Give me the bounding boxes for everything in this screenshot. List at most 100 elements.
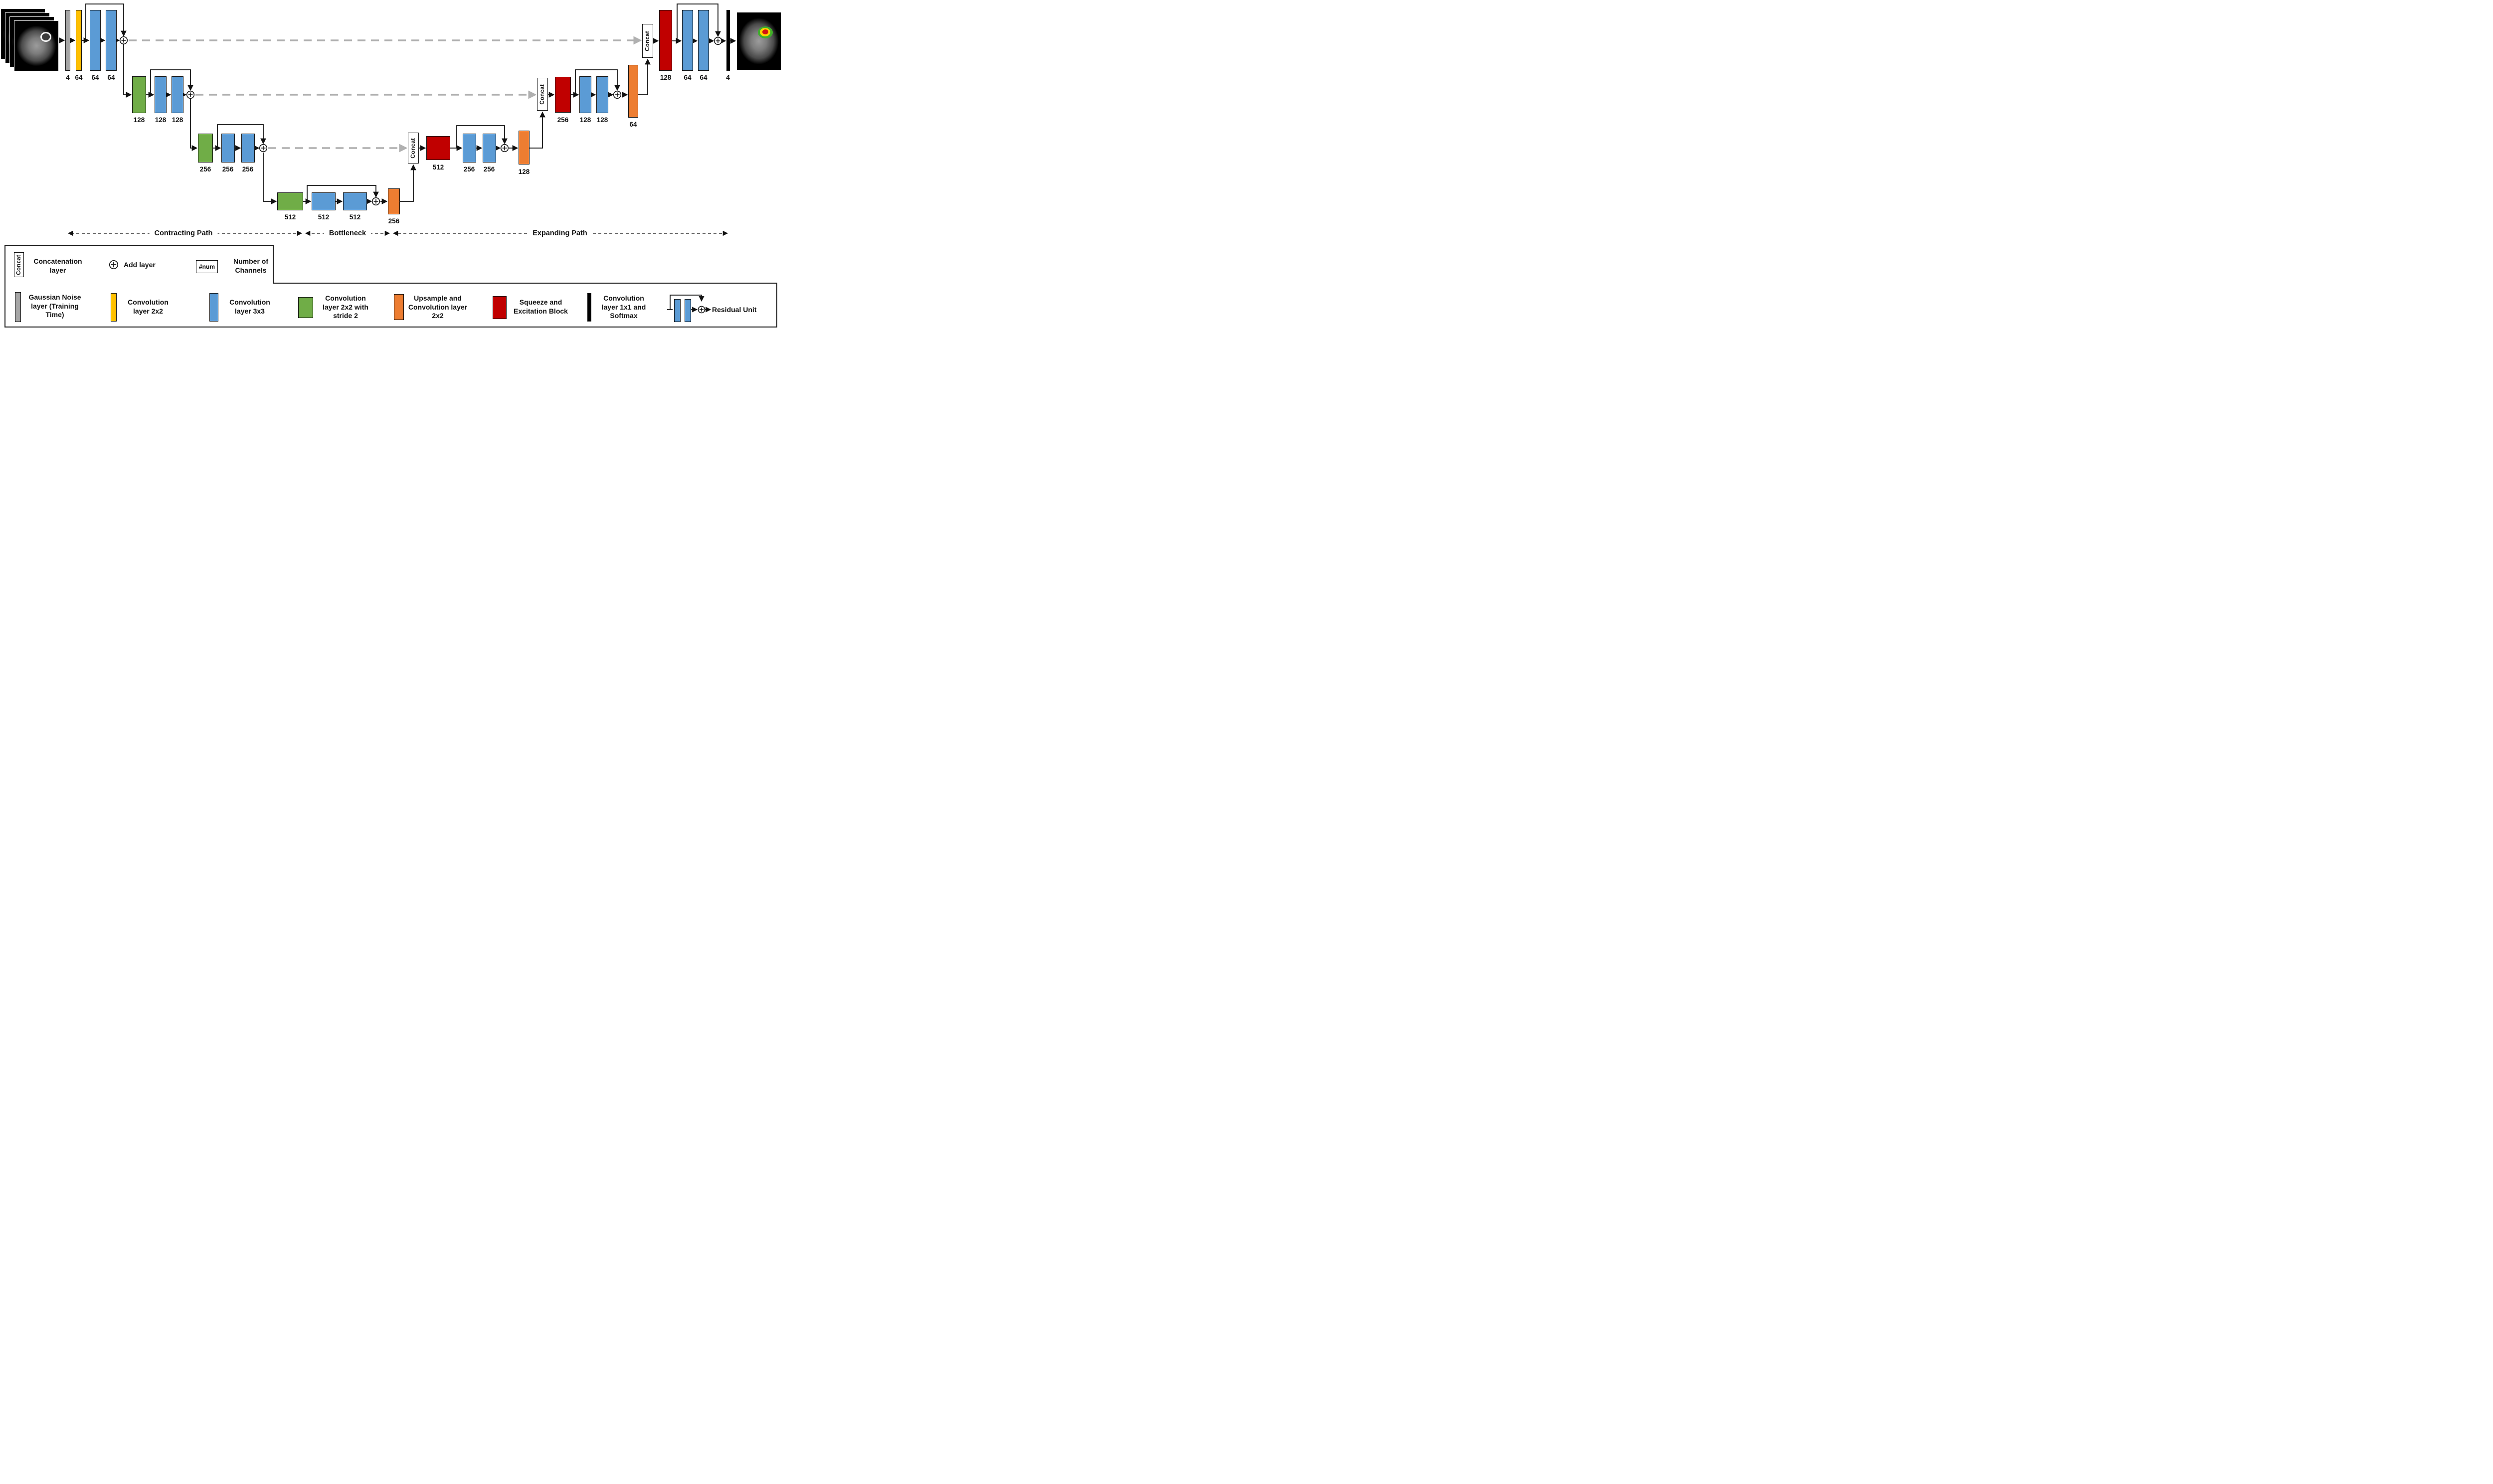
concat-label: Concat — [539, 84, 545, 105]
conv3x3-layer-e1b — [106, 10, 117, 71]
up-connector-2-1 — [638, 58, 651, 95]
channel-label: 128 — [596, 116, 608, 124]
legend-residual-wiring — [667, 295, 712, 313]
legend-stride2-label: Convolution layer 2x2 with stride 2 — [323, 294, 368, 320]
channel-label: 512 — [349, 213, 361, 221]
legend-residual-conv-a — [674, 299, 681, 322]
output-segmented-mri — [737, 12, 781, 70]
legend-conv3x3-label: Convolution layer 3x3 — [229, 298, 270, 315]
add-icon — [259, 144, 268, 153]
legend-softmax-swatch — [587, 293, 591, 322]
channel-label: 4 — [726, 74, 730, 81]
channel-label: 512 — [432, 164, 444, 171]
stride2-conv-e2 — [132, 76, 146, 113]
legend-upsample-label: Upsample and Convolution layer 2x2 — [408, 294, 468, 320]
legend-gaussian-label: Gaussian Noise layer (Training Time) — [28, 293, 81, 319]
legend-concatenation-label: Concatenation layer — [33, 257, 82, 274]
channel-label: 64 — [91, 74, 99, 81]
path-label-contracting: Contracting Path — [149, 229, 218, 237]
legend-squeeze-swatch — [493, 296, 507, 319]
conv3x3-layer-e3b — [241, 134, 255, 163]
conv3x3-layer-d2a — [579, 76, 591, 113]
channel-label: 256 — [463, 165, 475, 173]
channel-label: 128 — [660, 74, 672, 81]
residual-skip-e3 — [217, 124, 266, 148]
upsample-layer-d3 — [519, 131, 530, 165]
legend-border — [4, 245, 777, 328]
conv3x3-layer-d1a — [682, 10, 693, 71]
add-icon — [186, 90, 195, 99]
legend-num-channels-label: Number of Channels — [233, 257, 268, 274]
unet-architecture-diagram: Concat Concat Concat 4 64 64 64 128 128 … — [0, 0, 782, 330]
conv3x3-layer-e1a — [90, 10, 101, 71]
stride2-conv-e4 — [277, 192, 303, 210]
channel-label: 64 — [700, 74, 708, 81]
legend-concat-box-label: Concat — [16, 254, 22, 275]
legend-stride2-swatch — [298, 297, 313, 318]
conv3x3-layer-e2b — [172, 76, 183, 113]
legend-num-box: #num — [196, 260, 218, 273]
path-label-bottleneck: Bottleneck — [324, 229, 371, 237]
squeeze-excitation-d1 — [659, 10, 672, 71]
squeeze-excitation-d3 — [426, 136, 450, 160]
squeeze-excitation-d2 — [555, 77, 571, 113]
concat-box-level1: Concat — [642, 24, 653, 58]
segmentation-core-region — [762, 29, 768, 34]
up-connector-3-2 — [530, 111, 545, 149]
conv3x3-layer-e4a — [312, 192, 336, 210]
add-icon — [713, 36, 722, 45]
residual-skip-e4 — [307, 185, 379, 201]
channel-label: 128 — [133, 116, 145, 124]
channel-label: 128 — [155, 116, 167, 124]
channel-label: 64 — [629, 121, 637, 128]
add-icon — [119, 36, 128, 45]
up-connector-4-3 — [400, 164, 416, 202]
input-mri-slice — [14, 21, 58, 71]
residual-skip-d1 — [677, 3, 721, 41]
channel-label: 512 — [284, 213, 296, 221]
conv2x2-layer-e1 — [76, 10, 82, 71]
legend-gaussian-swatch — [15, 292, 21, 322]
channel-label: 64 — [684, 74, 692, 81]
channel-label: 64 — [107, 74, 115, 81]
legend-squeeze-label: Squeeze and Excitation Block — [514, 298, 568, 315]
down-connector-2-3 — [190, 99, 198, 151]
down-connector-1-2 — [123, 44, 132, 98]
channel-label: 256 — [483, 165, 495, 173]
conv3x3-layer-d1b — [698, 10, 709, 71]
channel-label: 256 — [388, 217, 400, 225]
skip-dashed-arrows — [129, 36, 642, 153]
gaussian-noise-layer — [65, 10, 70, 71]
conv3x3-layer-d3a — [463, 134, 476, 163]
concat-box-level2: Concat — [537, 78, 548, 111]
channel-label: 256 — [242, 165, 254, 173]
channel-label: 128 — [172, 116, 183, 124]
legend-softmax-label: Convolution layer 1x1 and Softmax — [601, 294, 646, 320]
upsample-layer-b — [388, 188, 400, 214]
conv3x3-layer-e3a — [221, 134, 235, 163]
add-icon — [613, 90, 622, 99]
solid-connectors — [59, 3, 736, 204]
conv3x3-layer-e4b — [343, 192, 367, 210]
legend-upsample-swatch — [394, 294, 404, 320]
channel-label: 256 — [222, 165, 234, 173]
residual-skip-e1 — [85, 3, 127, 40]
residual-skip-line — [670, 295, 705, 310]
conv3x3-layer-d2b — [596, 76, 608, 113]
conv3x3-layer-e2a — [155, 76, 167, 113]
channel-label: 512 — [318, 213, 330, 221]
conv3x3-layer-d3b — [483, 134, 496, 163]
legend-add-icon — [109, 260, 119, 270]
concat-label: Concat — [645, 30, 651, 51]
channel-label: 64 — [75, 74, 83, 81]
add-icon — [371, 197, 380, 206]
residual-skip-e2 — [150, 69, 193, 95]
channel-label: 4 — [66, 74, 70, 81]
legend-conv3x3-swatch — [209, 293, 218, 322]
down-connector-3-4 — [263, 153, 277, 204]
legend-conv2x2-label: Convolution layer 2x2 — [128, 298, 169, 315]
path-label-expanding: Expanding Path — [528, 229, 592, 237]
legend-residual-label: Residual Unit — [712, 306, 757, 314]
stride2-conv-e3 — [198, 134, 213, 163]
conv1x1-softmax-layer — [726, 10, 730, 71]
